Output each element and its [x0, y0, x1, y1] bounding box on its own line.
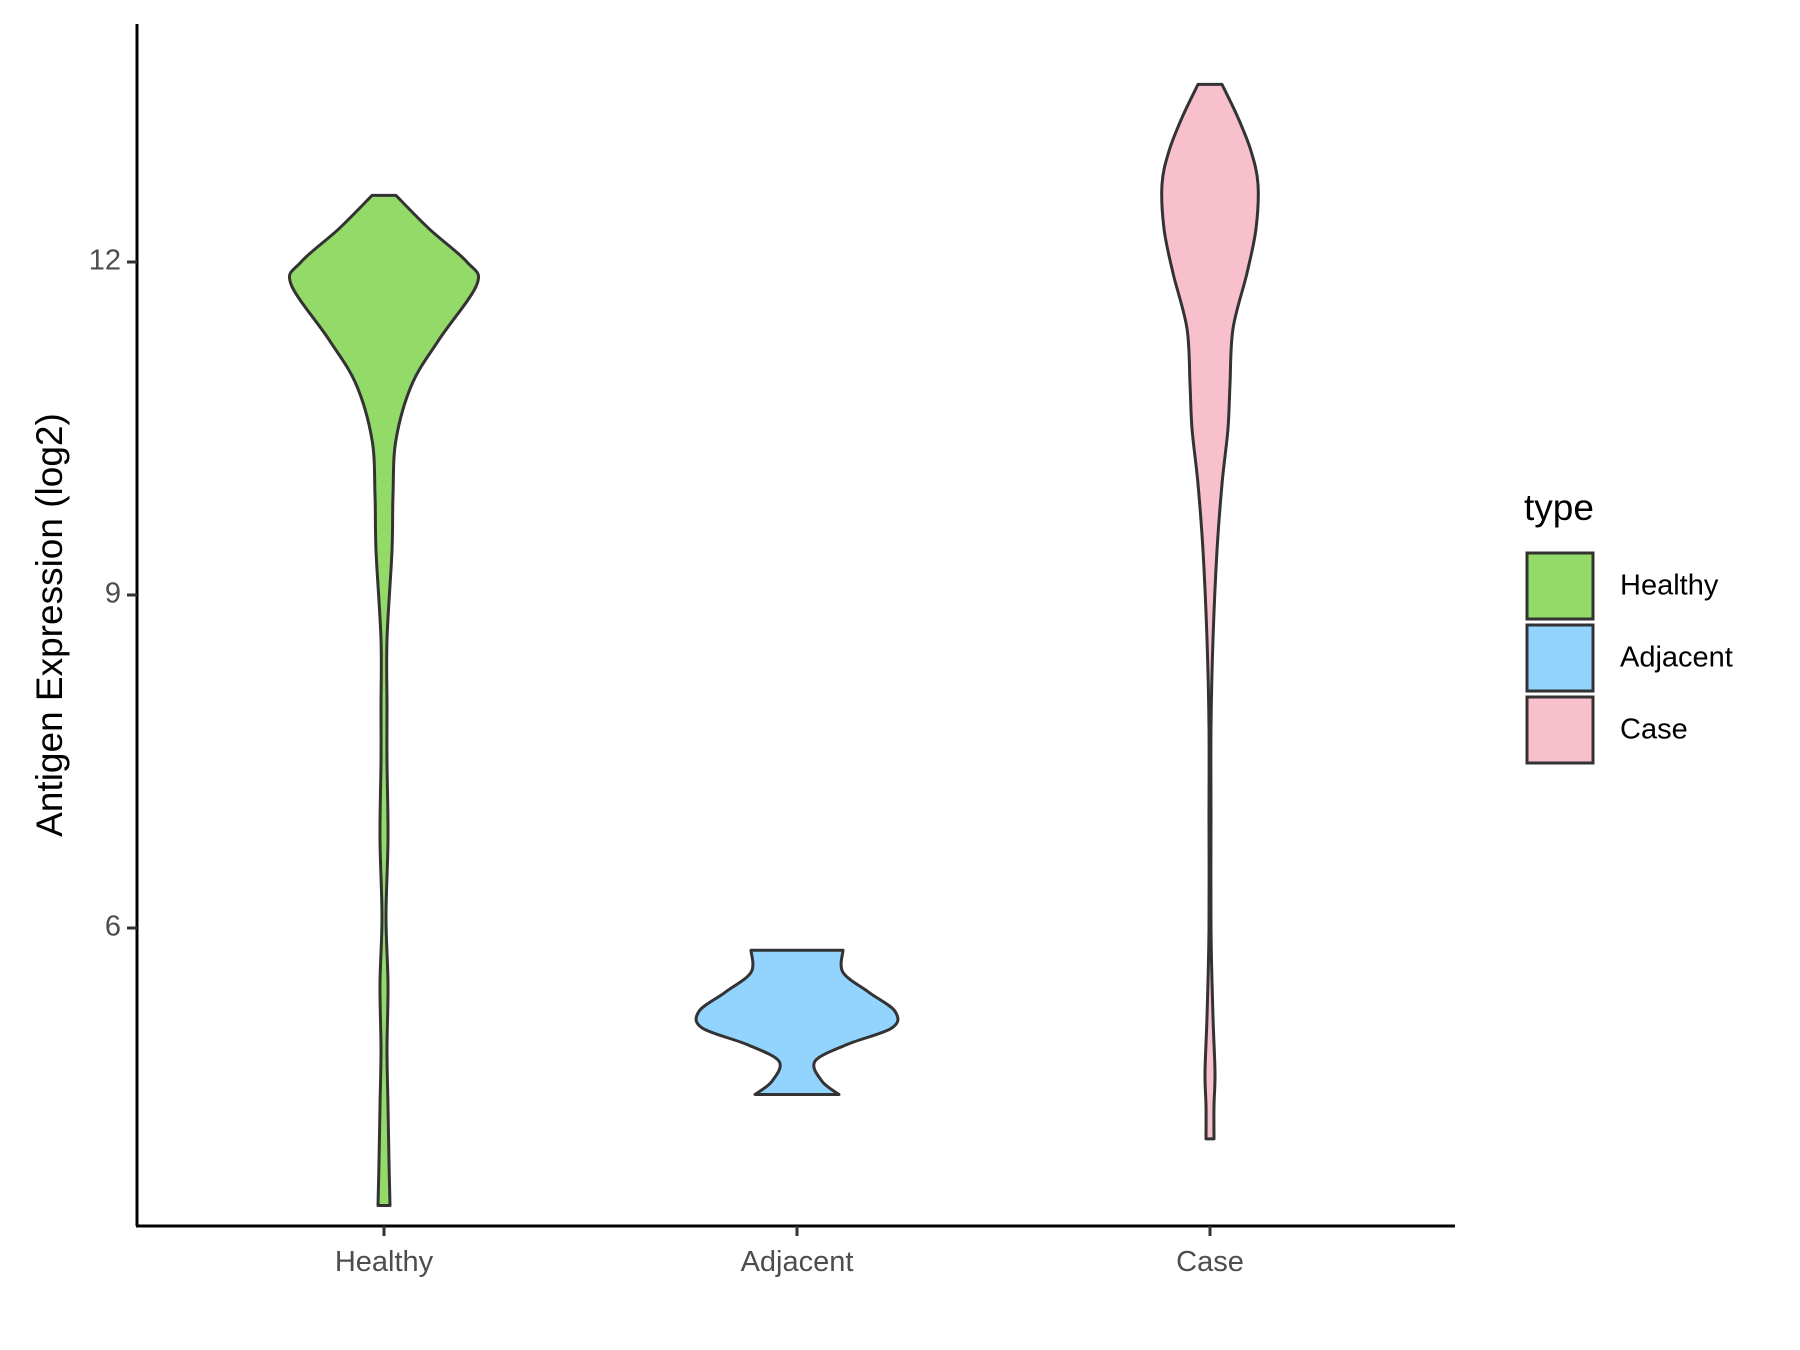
- legend-label-adjacent: Adjacent: [1620, 642, 1733, 674]
- legend: type Healthy Adjacent Case: [1524, 487, 1733, 765]
- y-axis-ticks: 6 9 12: [89, 245, 137, 943]
- legend-swatch-case: [1525, 695, 1595, 765]
- legend-label-case: Case: [1620, 714, 1688, 746]
- x-axis-ticks: Healthy Adjacent Case: [335, 1226, 1244, 1278]
- legend-swatch-healthy: [1525, 551, 1595, 621]
- legend-swatch-adjacent: [1525, 623, 1595, 693]
- violin-layer: [287, 82, 1260, 1207]
- legend-label-healthy: Healthy: [1620, 570, 1719, 602]
- y-tick-label: 12: [89, 245, 121, 277]
- legend-title: type: [1524, 487, 1594, 528]
- x-tick-label: Adjacent: [741, 1246, 854, 1278]
- violin-adjacent: [694, 948, 900, 1096]
- legend-items: Healthy Adjacent Case: [1525, 551, 1733, 765]
- y-tick-label: 9: [105, 578, 121, 610]
- x-tick-label: Case: [1176, 1246, 1244, 1278]
- x-tick-label: Healthy: [335, 1246, 434, 1278]
- violin-case: [1160, 82, 1260, 1141]
- y-tick-label: 6: [105, 911, 121, 943]
- violin-healthy: [287, 193, 481, 1207]
- y-axis-title: Antigen Expression (log2): [29, 413, 70, 837]
